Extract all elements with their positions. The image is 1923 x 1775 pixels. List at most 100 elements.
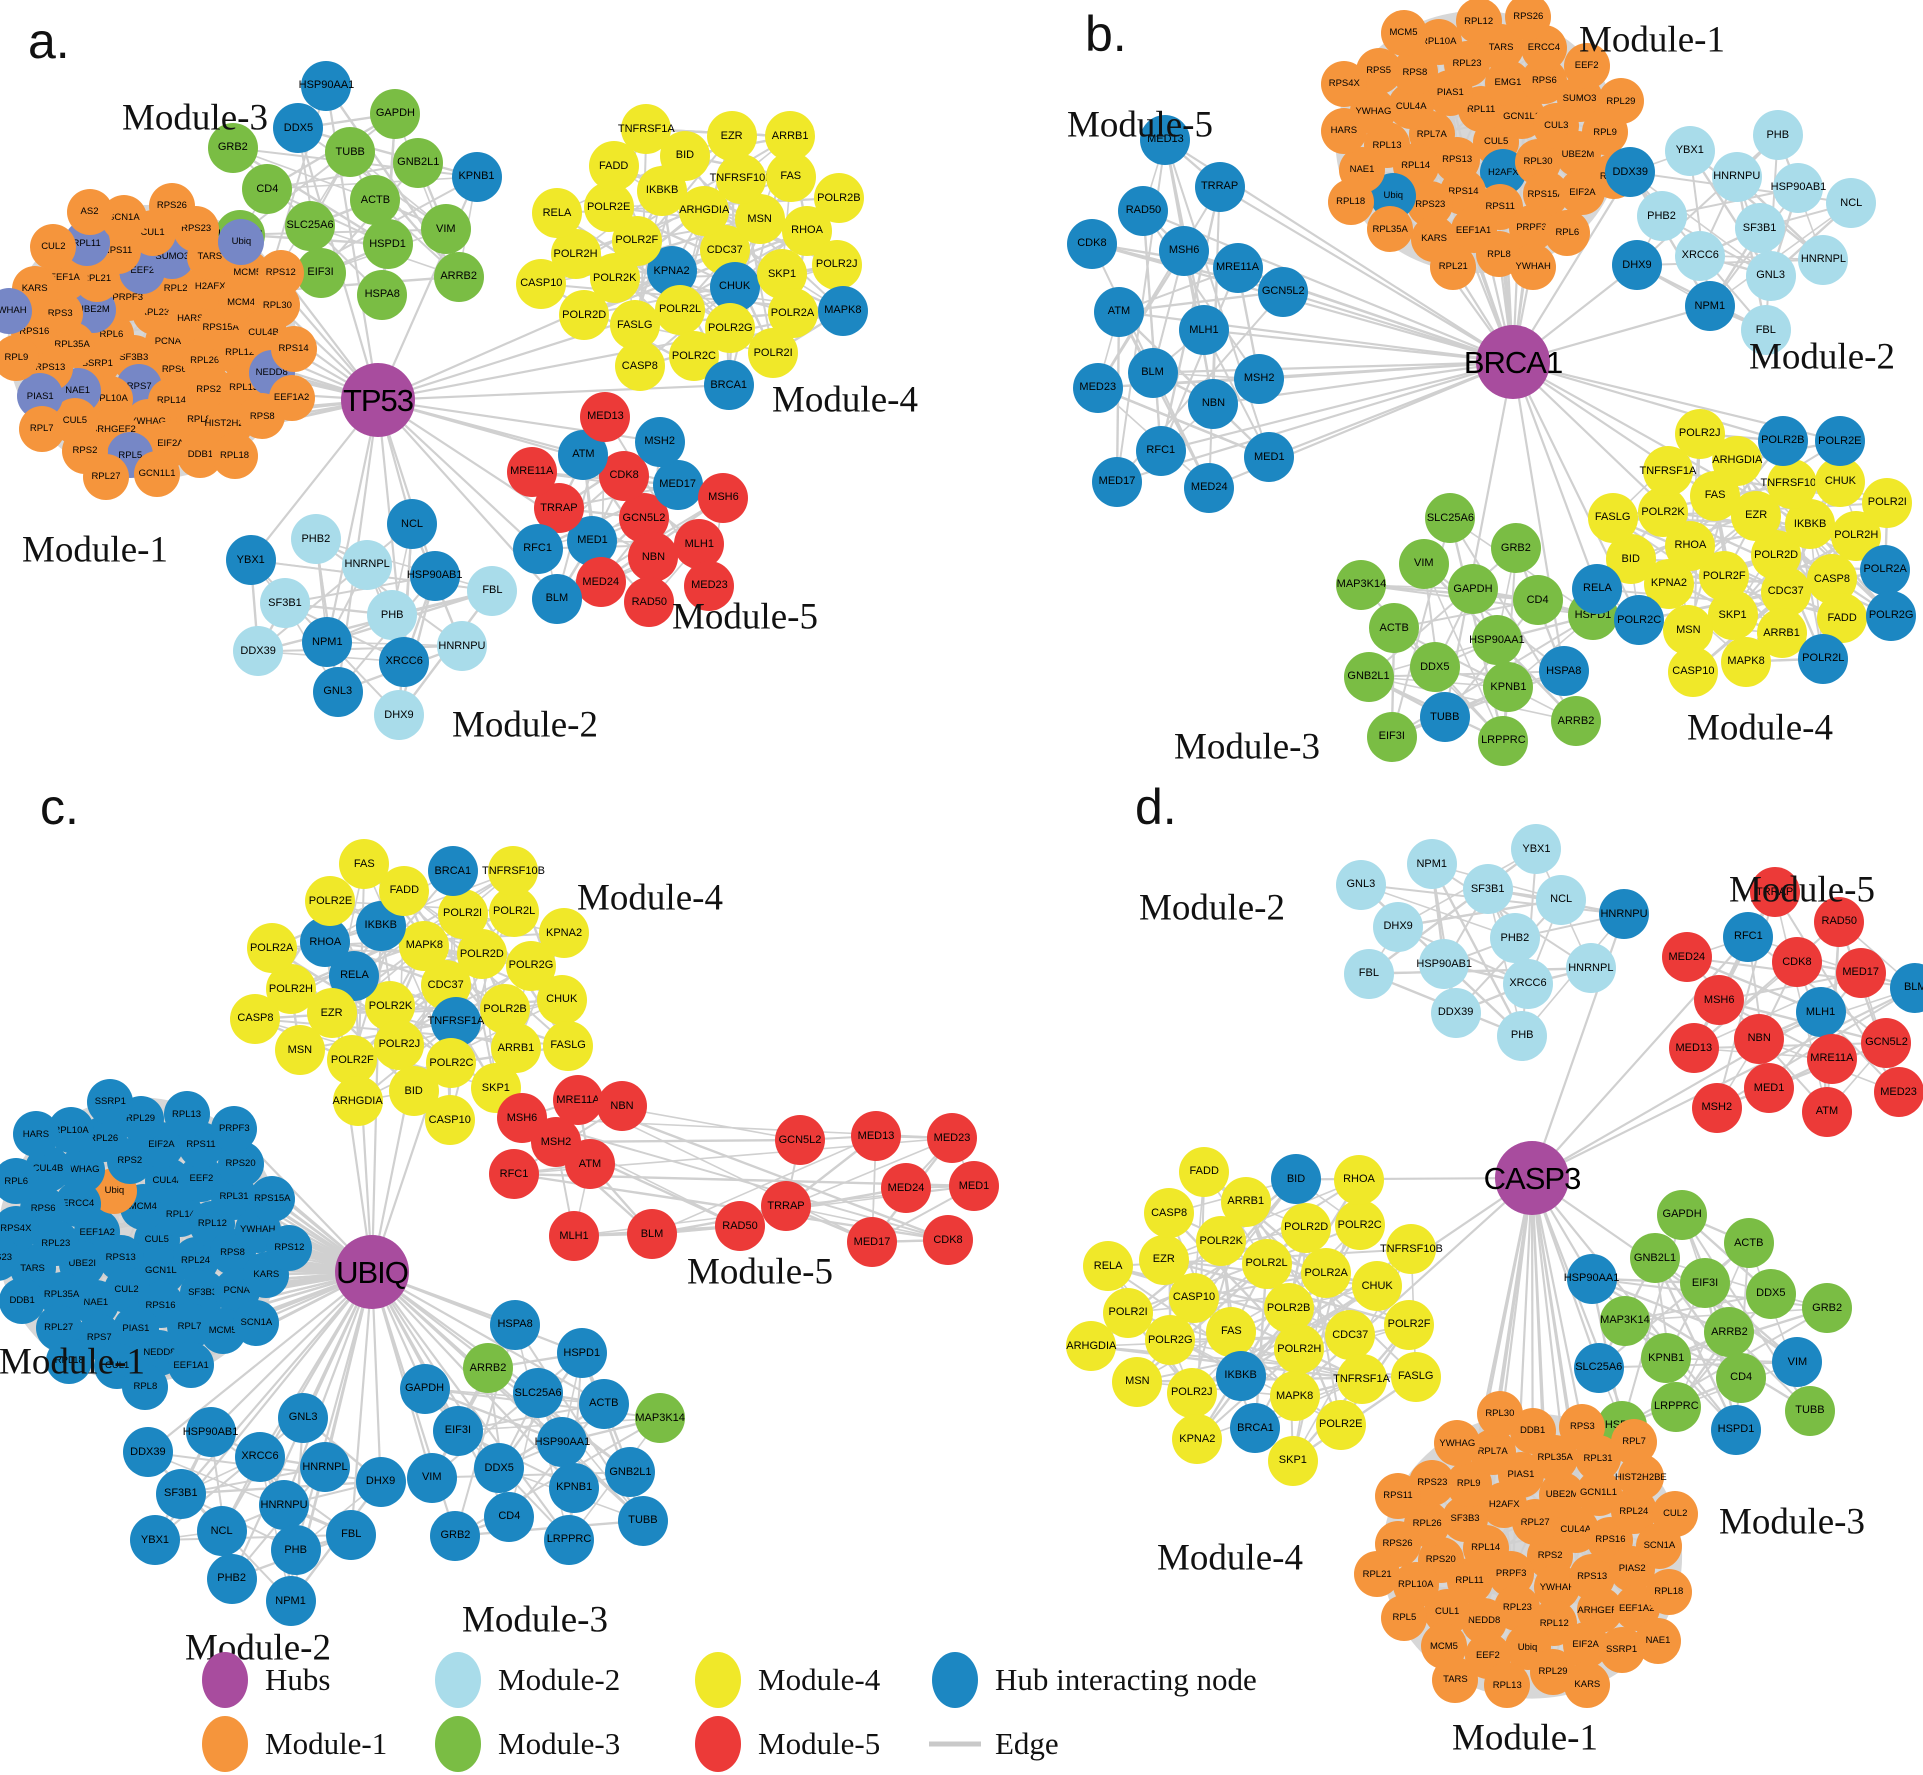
node-KPNB1[interactable]: KPNB1 xyxy=(451,151,502,202)
node-DDX5[interactable]: DDX5 xyxy=(474,1443,525,1494)
node-MSH2[interactable]: MSH2 xyxy=(634,416,685,467)
node-CDC37[interactable]: CDC37 xyxy=(1760,566,1811,617)
node-YBX1[interactable]: YBX1 xyxy=(1664,125,1715,176)
node-MSN[interactable]: MSN xyxy=(1112,1356,1163,1407)
node-SSRP1[interactable]: SSRP1 xyxy=(87,1078,134,1125)
node-RPL13[interactable]: RPL13 xyxy=(163,1091,210,1138)
node-PRPF3[interactable]: PRPF3 xyxy=(211,1106,258,1153)
node-RPS3[interactable]: RPS3 xyxy=(1559,1403,1606,1450)
node-RELA[interactable]: RELA xyxy=(1083,1241,1134,1292)
node-BRCA1[interactable]: BRCA1 xyxy=(703,360,754,411)
node-MED24[interactable]: MED24 xyxy=(881,1163,931,1213)
node-CASP10[interactable]: CASP10 xyxy=(516,258,567,309)
node-POLR2H[interactable]: POLR2H xyxy=(1274,1324,1325,1375)
node-RFC1[interactable]: RFC1 xyxy=(512,523,563,574)
node-CASP8[interactable]: CASP8 xyxy=(1144,1188,1195,1239)
node-TUBB[interactable]: TUBB xyxy=(1419,692,1470,743)
node-SKP1[interactable]: SKP1 xyxy=(1267,1435,1318,1486)
node-TNFRSF1A[interactable]: TNFRSF1A xyxy=(1333,1354,1390,1405)
hub-node-CASP3[interactable]: CASP3 xyxy=(1484,1141,1581,1215)
node-PHB2[interactable]: PHB2 xyxy=(290,514,341,565)
node-POLR2I[interactable]: POLR2I xyxy=(1103,1287,1154,1338)
node-TNFRSF1A[interactable]: TNFRSF1A xyxy=(428,996,484,1047)
node-MLH1[interactable]: MLH1 xyxy=(549,1211,599,1261)
node-TUBB[interactable]: TUBB xyxy=(325,127,376,178)
node-POLR2B[interactable]: POLR2B xyxy=(1263,1283,1314,1333)
node-LRPPRC[interactable]: LRPPRC xyxy=(1651,1381,1702,1432)
node-GCN5L2[interactable]: GCN5L2 xyxy=(1258,266,1309,317)
node-BID[interactable]: BID xyxy=(659,130,710,181)
node-TNFRSF10B[interactable]: TNFRSF10B xyxy=(1761,458,1823,509)
hub-node-UBIQ[interactable]: UBIQ xyxy=(335,1235,409,1309)
node-CASP10[interactable]: CASP10 xyxy=(1668,646,1719,697)
node-ATM[interactable]: ATM xyxy=(1094,286,1144,337)
node-TRRAP[interactable]: TRRAP xyxy=(1194,161,1245,212)
node-MSH2[interactable]: MSH2 xyxy=(531,1117,581,1167)
node-GNB2L1[interactable]: GNB2L1 xyxy=(1343,651,1394,702)
node-MAPK8[interactable]: MAPK8 xyxy=(1721,636,1772,687)
node-ARRB1[interactable]: ARRB1 xyxy=(765,111,816,162)
node-FASLG[interactable]: FASLG xyxy=(1587,492,1638,543)
node-MED13[interactable]: MED13 xyxy=(1668,1023,1719,1074)
node-RPS4X[interactable]: RPS4X xyxy=(1321,60,1368,107)
node-MSH6[interactable]: MSH6 xyxy=(698,472,749,523)
node-NBN[interactable]: NBN xyxy=(1188,378,1239,429)
node-DDX5[interactable]: DDX5 xyxy=(273,103,324,154)
node-GAPDH[interactable]: GAPDH xyxy=(399,1363,450,1414)
node-RPS26[interactable]: RPS26 xyxy=(1505,0,1552,41)
node-MAP3K14[interactable]: MAP3K14 xyxy=(1336,559,1387,610)
node-RPL18[interactable]: RPL18 xyxy=(1327,179,1374,226)
node-GAPDH[interactable]: GAPDH xyxy=(370,88,421,139)
node-RAD50[interactable]: RAD50 xyxy=(715,1201,765,1251)
node-NAE1[interactable]: NAE1 xyxy=(1634,1617,1681,1664)
node-HSP90AA1[interactable]: HSP90AA1 xyxy=(1469,615,1525,665)
node-EIF3I[interactable]: EIF3I xyxy=(1680,1258,1731,1309)
node-POLR2C[interactable]: POLR2C xyxy=(1334,1200,1385,1251)
node-Ubiq[interactable]: Ubiq xyxy=(218,219,265,266)
node-RPL13[interactable]: RPL13 xyxy=(1484,1662,1531,1709)
node-MLH1[interactable]: MLH1 xyxy=(674,519,725,570)
node-DDX39[interactable]: DDX39 xyxy=(122,1427,173,1478)
node-RPL7[interactable]: RPL7 xyxy=(18,405,65,452)
node-FAS[interactable]: FAS xyxy=(1206,1306,1257,1357)
node-RPS11[interactable]: RPS11 xyxy=(1374,1472,1421,1519)
node-XRCC6[interactable]: XRCC6 xyxy=(379,636,430,687)
node-DDX39[interactable]: DDX39 xyxy=(1430,987,1481,1038)
node-FASLG[interactable]: FASLG xyxy=(1390,1351,1441,1402)
node-MED1[interactable]: MED1 xyxy=(1244,432,1295,483)
node-HNRNPL[interactable]: HNRNPL xyxy=(1565,943,1616,994)
node-TNFRSF10B[interactable]: TNFRSF10B xyxy=(1380,1224,1443,1275)
node-GCN5L2[interactable]: GCN5L2 xyxy=(775,1115,825,1165)
node-HSP90AA1[interactable]: HSP90AA1 xyxy=(1564,1253,1619,1304)
node-GNB2L1[interactable]: GNB2L1 xyxy=(605,1447,656,1498)
node-GAPDH[interactable]: GAPDH xyxy=(1447,564,1498,615)
node-MED17[interactable]: MED17 xyxy=(652,459,703,510)
hub-node-BRCA1[interactable]: BRCA1 xyxy=(1464,325,1563,399)
node-SF3B1[interactable]: SF3B1 xyxy=(155,1468,206,1519)
node-MED17[interactable]: MED17 xyxy=(847,1217,897,1267)
node-VIM[interactable]: VIM xyxy=(420,204,471,255)
node-BRCA1[interactable]: BRCA1 xyxy=(1230,1403,1281,1454)
node-PHB[interactable]: PHB xyxy=(1752,110,1803,161)
node-TARS[interactable]: TARS xyxy=(1432,1657,1479,1704)
node-RPL21[interactable]: RPL21 xyxy=(1354,1551,1401,1598)
node-CASP8[interactable]: CASP8 xyxy=(230,993,281,1044)
node-MLH1[interactable]: MLH1 xyxy=(1795,987,1846,1037)
node-HSPA8[interactable]: HSPA8 xyxy=(490,1299,541,1350)
node-POLR2J[interactable]: POLR2J xyxy=(811,239,862,290)
node-KPNA2[interactable]: KPNA2 xyxy=(539,908,590,959)
node-GNL3[interactable]: GNL3 xyxy=(278,1392,329,1443)
node-POLR2G[interactable]: POLR2G xyxy=(1866,590,1917,641)
node-MAPK8[interactable]: MAPK8 xyxy=(399,920,450,971)
node-BLM[interactable]: BLM xyxy=(1127,347,1178,398)
node-POLR2C[interactable]: POLR2C xyxy=(426,1038,477,1089)
node-GRB2[interactable]: GRB2 xyxy=(430,1510,481,1561)
node-CHUK[interactable]: CHUK xyxy=(1352,1261,1403,1312)
node-FADD[interactable]: FADD xyxy=(379,865,430,916)
node-RPS26[interactable]: RPS26 xyxy=(148,183,195,230)
node-FBL[interactable]: FBL xyxy=(1343,948,1394,999)
node-EIF3I[interactable]: EIF3I xyxy=(1366,711,1417,762)
node-MED24[interactable]: MED24 xyxy=(575,557,626,608)
node-SF3B1[interactable]: SF3B1 xyxy=(1734,203,1785,253)
node-DDB1[interactable]: DDB1 xyxy=(0,1277,46,1324)
